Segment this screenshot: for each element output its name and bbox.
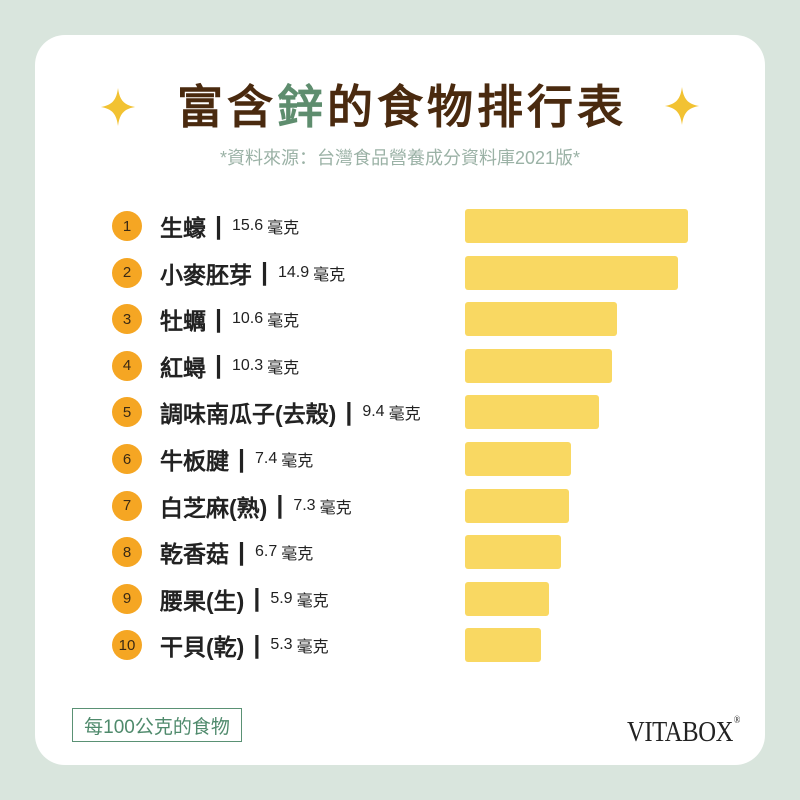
unit-label: 毫克	[267, 359, 300, 377]
bar-5	[465, 395, 600, 430]
list-item-3: 牡蠣 | 10.6 毫克	[160, 302, 299, 336]
rank-badge-10: 10	[112, 630, 142, 661]
separator: |	[215, 211, 222, 240]
brand-logo: VITABOX®	[626, 715, 740, 752]
registered-mark: ®	[733, 715, 740, 726]
list-item-8: 乾香菇 | 6.7 毫克	[160, 535, 313, 569]
rank-number: 6	[122, 450, 132, 468]
value-label: 7.3	[293, 496, 316, 514]
unit-label: 毫克	[296, 639, 329, 657]
unit-label: 毫克	[313, 266, 346, 284]
list-item-5: 調味南瓜子(去殼) | 9.4 毫克	[160, 395, 421, 429]
page-title: 富含鋅的食物排行表	[0, 78, 800, 136]
rank-number: 7	[122, 497, 132, 515]
food-name: 牡蠣	[160, 308, 206, 335]
value-label: 6.7	[255, 543, 278, 561]
rank-badge-6: 6	[112, 444, 142, 474]
separator: |	[238, 537, 245, 566]
food-name: 腰果(生)	[160, 587, 245, 614]
value-label: 7.4	[255, 450, 278, 467]
separator: |	[345, 397, 353, 426]
rank-number: 4	[122, 357, 132, 375]
rank-badge-2: 2	[112, 257, 142, 288]
unit-label: 毫克	[281, 546, 314, 564]
rank-number: 1	[122, 217, 132, 235]
food-name: 生蠔	[160, 215, 206, 241]
list-item-9: 腰果(生) | 5.9 毫克	[160, 582, 329, 616]
rank-number: 9	[122, 590, 132, 608]
bar-1	[465, 209, 689, 243]
rank-number: 10	[118, 636, 136, 654]
unit-label: 毫克	[281, 453, 314, 470]
value-label: 15.6	[232, 217, 264, 234]
food-name: 牛板腱	[160, 448, 229, 474]
list-item-7: 白芝麻(熟) | 7.3 毫克	[160, 489, 352, 523]
list-item-2: 小麥胚芽 | 14.9 毫克	[160, 256, 345, 290]
value-label: 14.9	[278, 263, 310, 281]
separator: |	[215, 304, 222, 333]
value-label: 5.3	[270, 636, 293, 654]
unit-label: 毫克	[267, 313, 300, 331]
bar-7	[465, 488, 570, 523]
separator: |	[253, 584, 261, 613]
food-name: 小麥胚芽	[160, 261, 252, 288]
rank-badge-5: 5	[112, 397, 142, 428]
list-item-4: 紅蟳 | 10.3 毫克	[160, 349, 299, 383]
title-text-end: 的食物排行表	[327, 81, 627, 133]
separator: |	[238, 444, 245, 473]
food-name: 白芝麻(熟)	[160, 494, 268, 521]
separator: |	[276, 491, 284, 520]
rank-badge-7: 7	[112, 490, 142, 521]
sparkle-icon	[99, 87, 137, 127]
rank-badge-4: 4	[112, 350, 142, 381]
food-name: 調味南瓜子(去殼)	[160, 401, 337, 428]
value-label: 9.4	[362, 403, 385, 421]
bar-4	[465, 348, 613, 383]
rank-badge-9: 9	[112, 583, 142, 614]
bar-10	[465, 628, 541, 663]
title-highlight: 鋅	[277, 81, 327, 133]
rank-number: 5	[122, 403, 132, 421]
list-item-6: 牛板腱 | 7.4 毫克	[160, 442, 313, 476]
rank-number: 3	[122, 310, 132, 328]
list-item-10: 干貝(乾) | 5.3 毫克	[160, 628, 329, 662]
separator: |	[215, 351, 222, 380]
rank-number: 2	[122, 264, 132, 282]
rank-badge-3: 3	[112, 304, 142, 335]
data-source-note: *資料來源：台灣食品營養成分資料庫2021版*	[219, 148, 581, 168]
value-label: 10.6	[232, 310, 264, 328]
value-label: 10.3	[232, 356, 264, 374]
rank-number: 8	[122, 543, 132, 561]
bar-8	[465, 535, 561, 570]
content-card	[35, 35, 765, 765]
value-label: 5.9	[270, 589, 293, 607]
bar-9	[465, 581, 550, 616]
food-name: 紅蟳	[160, 354, 206, 381]
unit-label: 毫克	[319, 499, 352, 517]
unit-label: 毫克	[267, 220, 300, 237]
brand-name: VITABOX	[626, 716, 733, 748]
unit-label: 毫克	[388, 406, 421, 424]
list-item-1: 生蠔 | 15.6 毫克	[160, 209, 299, 243]
bar-2	[465, 255, 679, 290]
unit-label: 毫克	[296, 592, 329, 610]
food-name: 乾香菇	[160, 541, 229, 568]
sparkle-icon	[663, 86, 701, 126]
separator: |	[261, 258, 268, 287]
basis-note: 每100公克的食物	[72, 708, 242, 742]
rank-badge-8: 8	[112, 537, 142, 568]
title-text-start: 富含	[177, 81, 277, 133]
bar-3	[465, 302, 617, 337]
separator: |	[253, 630, 261, 659]
food-name: 干貝(乾)	[160, 634, 245, 661]
bar-6	[465, 442, 571, 476]
rank-badge-1: 1	[112, 211, 142, 241]
